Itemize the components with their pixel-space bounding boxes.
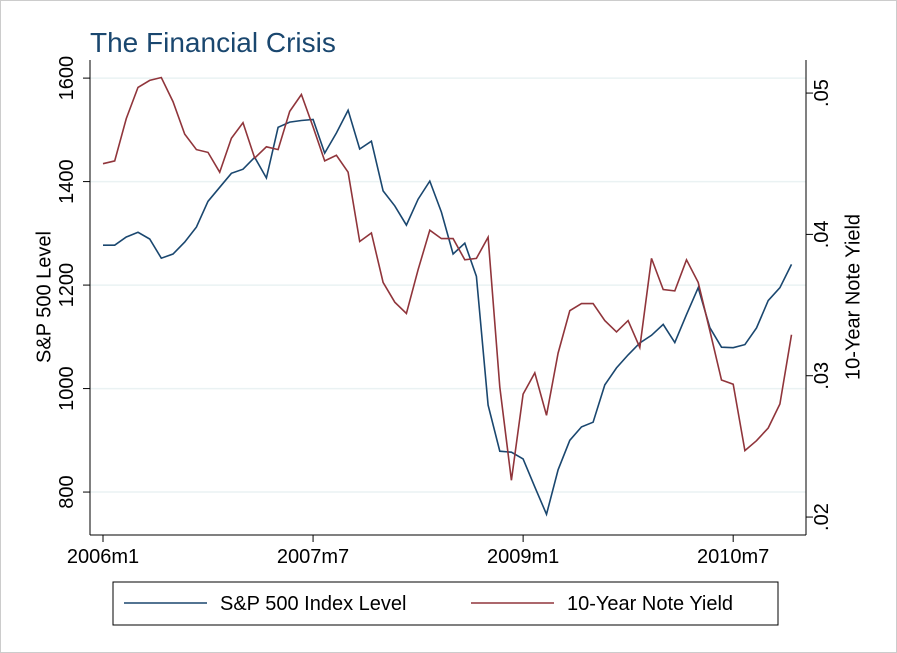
y-tick-label: 1000 [56, 366, 78, 411]
y2-axis-title: 10-Year Note Yield [842, 214, 864, 380]
legend [112, 581, 779, 626]
y-axis-title: S&P 500 Level [33, 231, 55, 363]
y2-tick-label: .04 [811, 220, 833, 248]
legend-label: S&P 500 Index Level [220, 593, 406, 615]
x-tick-label: 2009m1 [487, 546, 559, 568]
series-line [103, 108, 793, 517]
y-tick-label: 1600 [56, 56, 78, 101]
legend-label: 10-Year Note Yield [567, 593, 733, 615]
x-tick-label: 2007m7 [277, 546, 349, 568]
y2-tick-label: .05 [811, 79, 833, 107]
y2-tick-label: .02 [811, 503, 833, 531]
x-tick-label: 2006m1 [67, 546, 139, 568]
x-tick-label: 2010m7 [697, 546, 769, 568]
y-tick-label: 1200 [56, 263, 78, 308]
y-tick-label: 800 [56, 475, 78, 508]
y2-tick-label: .03 [811, 362, 833, 390]
series-line [102, 76, 793, 481]
chart-title: The Financial Crisis [90, 27, 336, 58]
y-tick-label: 1400 [56, 159, 78, 204]
